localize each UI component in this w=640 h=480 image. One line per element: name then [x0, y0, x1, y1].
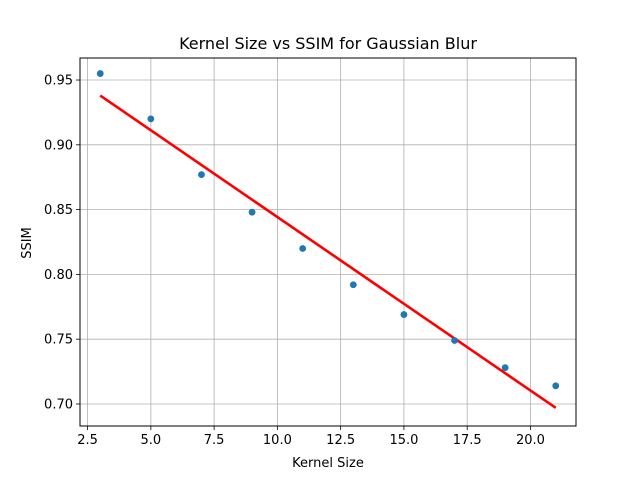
y-tick-label: 0.70 [44, 397, 73, 412]
data-point [147, 115, 155, 123]
y-tick-label: 0.75 [44, 333, 73, 348]
data-point [198, 171, 205, 179]
x-tick-label: 10.0 [263, 433, 292, 448]
plot-frame [79, 57, 577, 427]
data-point [349, 281, 357, 289]
y-axis-label: SSIM [20, 227, 35, 259]
x-tick-label: 2.5 [77, 433, 98, 448]
x-tick-label: 15.0 [389, 433, 418, 448]
x-tick-label: 12.5 [326, 433, 355, 448]
x-axis-label: Kernel Size [292, 456, 364, 471]
data-point [501, 364, 509, 372]
y-tick-label: 0.95 [44, 74, 73, 89]
data-point [96, 70, 104, 77]
data-point [451, 337, 458, 344]
grid [80, 58, 576, 426]
data-point [552, 382, 560, 390]
fit-line [99, 94, 557, 409]
y-tick-label: 0.90 [44, 138, 73, 153]
x-tick-label: 5.0 [141, 433, 162, 448]
y-tick-label: 0.80 [44, 268, 73, 283]
y-tick-label: 0.85 [44, 203, 73, 218]
x-axis-ticks: 2.5 5.0 7.5 10.0 12.5 15.0 17.5 20.0 [77, 426, 545, 448]
chart-title: Kernel Size vs SSIM for Gaussian Blur [179, 34, 477, 53]
x-tick-label: 17.5 [453, 433, 482, 448]
x-tick-label: 20.0 [516, 433, 545, 448]
x-tick-label: 7.5 [204, 433, 225, 448]
fit-line-layer [99, 94, 557, 409]
data-point [299, 245, 307, 252]
data-point [400, 311, 408, 318]
y-axis-ticks: 0.70 0.75 0.80 0.85 0.90 0.95 [44, 74, 80, 412]
data-point [248, 208, 256, 216]
points-layer [96, 70, 560, 390]
